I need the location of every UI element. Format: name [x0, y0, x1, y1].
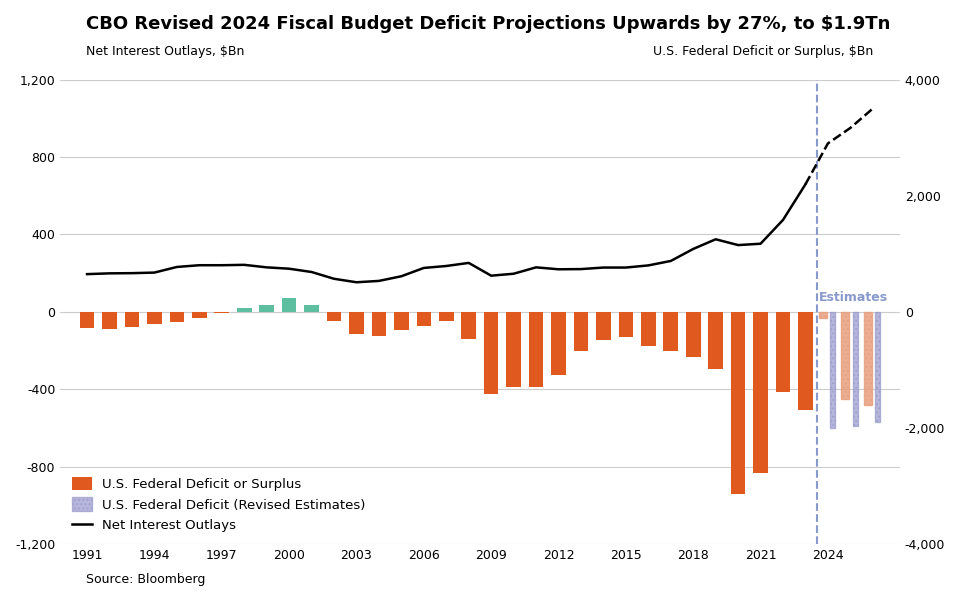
Bar: [214, 312, 229, 313]
Bar: [663, 312, 678, 350]
Bar: [282, 298, 297, 312]
Bar: [529, 312, 543, 387]
Bar: [80, 312, 94, 328]
Bar: [102, 312, 117, 329]
Bar: [170, 312, 184, 321]
Bar: [506, 312, 521, 387]
Bar: [462, 312, 476, 339]
Bar: [596, 312, 611, 340]
Bar: [125, 312, 139, 327]
Bar: [864, 312, 872, 405]
Bar: [192, 312, 206, 318]
Bar: [830, 312, 835, 428]
Bar: [259, 305, 274, 312]
Bar: [372, 312, 386, 336]
Bar: [686, 312, 701, 357]
Bar: [574, 312, 588, 352]
Legend: U.S. Federal Deficit or Surplus, U.S. Federal Deficit (Revised Estimates), Net I: U.S. Federal Deficit or Surplus, U.S. Fe…: [66, 471, 371, 538]
Bar: [304, 305, 319, 312]
Text: Net Interest Outlays, $Bn: Net Interest Outlays, $Bn: [86, 45, 245, 58]
Bar: [417, 312, 431, 326]
Bar: [439, 312, 453, 321]
Bar: [641, 312, 656, 346]
Bar: [876, 312, 880, 422]
Bar: [852, 312, 858, 426]
Bar: [394, 312, 409, 330]
Bar: [147, 312, 161, 324]
Bar: [754, 312, 768, 473]
Bar: [841, 312, 850, 399]
Bar: [237, 308, 252, 312]
Bar: [819, 312, 827, 318]
Bar: [618, 312, 634, 337]
Bar: [484, 312, 498, 394]
Bar: [551, 312, 565, 375]
Bar: [326, 312, 342, 321]
Text: U.S. Federal Deficit or Surplus, $Bn: U.S. Federal Deficit or Surplus, $Bn: [654, 45, 874, 58]
Bar: [708, 312, 723, 369]
Bar: [349, 312, 364, 334]
Bar: [731, 312, 745, 494]
Bar: [776, 312, 790, 392]
Text: Source: Bloomberg: Source: Bloomberg: [86, 573, 205, 586]
Bar: [798, 312, 813, 411]
Text: Estimates: Estimates: [819, 291, 888, 304]
Text: CBO Revised 2024 Fiscal Budget Deficit Projections Upwards by 27%, to $1.9Tn: CBO Revised 2024 Fiscal Budget Deficit P…: [86, 15, 891, 33]
